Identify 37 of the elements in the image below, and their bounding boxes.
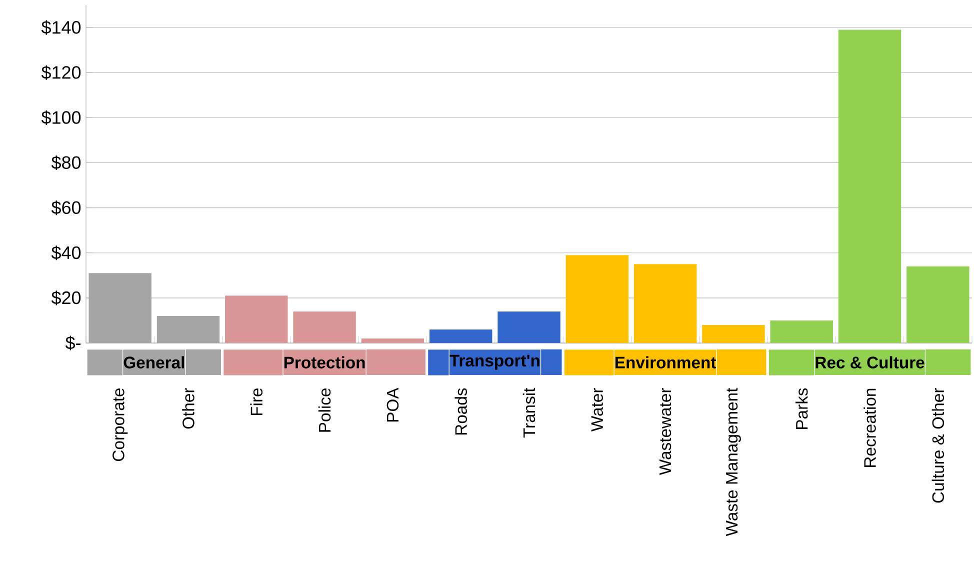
y-tick-label: $-	[65, 336, 80, 350]
legend-label: Transport'n	[450, 354, 540, 370]
bar	[361, 338, 424, 344]
bar	[225, 296, 288, 344]
bar	[566, 255, 629, 344]
bar	[702, 324, 765, 344]
legend-label: Protection	[284, 356, 365, 368]
x-tick-label: Waste Management	[726, 388, 741, 536]
x-tick-label: Fire	[250, 388, 263, 416]
y-tick-label: $60	[51, 200, 81, 216]
y-tick-label: $120	[41, 65, 81, 80]
x-tick-label: Other	[182, 388, 194, 429]
legend-label: Rec & Culture	[816, 356, 924, 368]
y-tick-label: $80	[51, 155, 81, 170]
x-tick-label: Police	[318, 388, 331, 432]
x-tick-label: Parks	[795, 388, 808, 429]
y-tick-label: $20	[51, 290, 81, 306]
x-tick-label: Water	[591, 388, 603, 432]
legend-label: General	[124, 356, 184, 368]
bar	[430, 329, 492, 344]
bar	[293, 311, 356, 344]
y-tick-label: $100	[41, 110, 81, 125]
x-tick-label: Wastewater	[660, 388, 672, 475]
legend-label: Environment	[615, 356, 716, 368]
x-tick-label: Culture & Other	[932, 388, 944, 503]
bar	[906, 266, 970, 344]
bar	[634, 264, 697, 344]
bar	[770, 320, 833, 344]
x-tick-label: Roads	[454, 388, 467, 435]
bar	[498, 311, 560, 344]
y-tick-label: $40	[51, 246, 81, 260]
bar	[838, 30, 902, 344]
x-tick-label: POA	[386, 388, 399, 422]
y-tick-label: $140	[41, 20, 81, 35]
x-tick-label: Corporate	[112, 388, 128, 461]
x-tick-label: Transit	[522, 388, 536, 438]
x-tick-label: Recreation	[864, 388, 876, 467]
